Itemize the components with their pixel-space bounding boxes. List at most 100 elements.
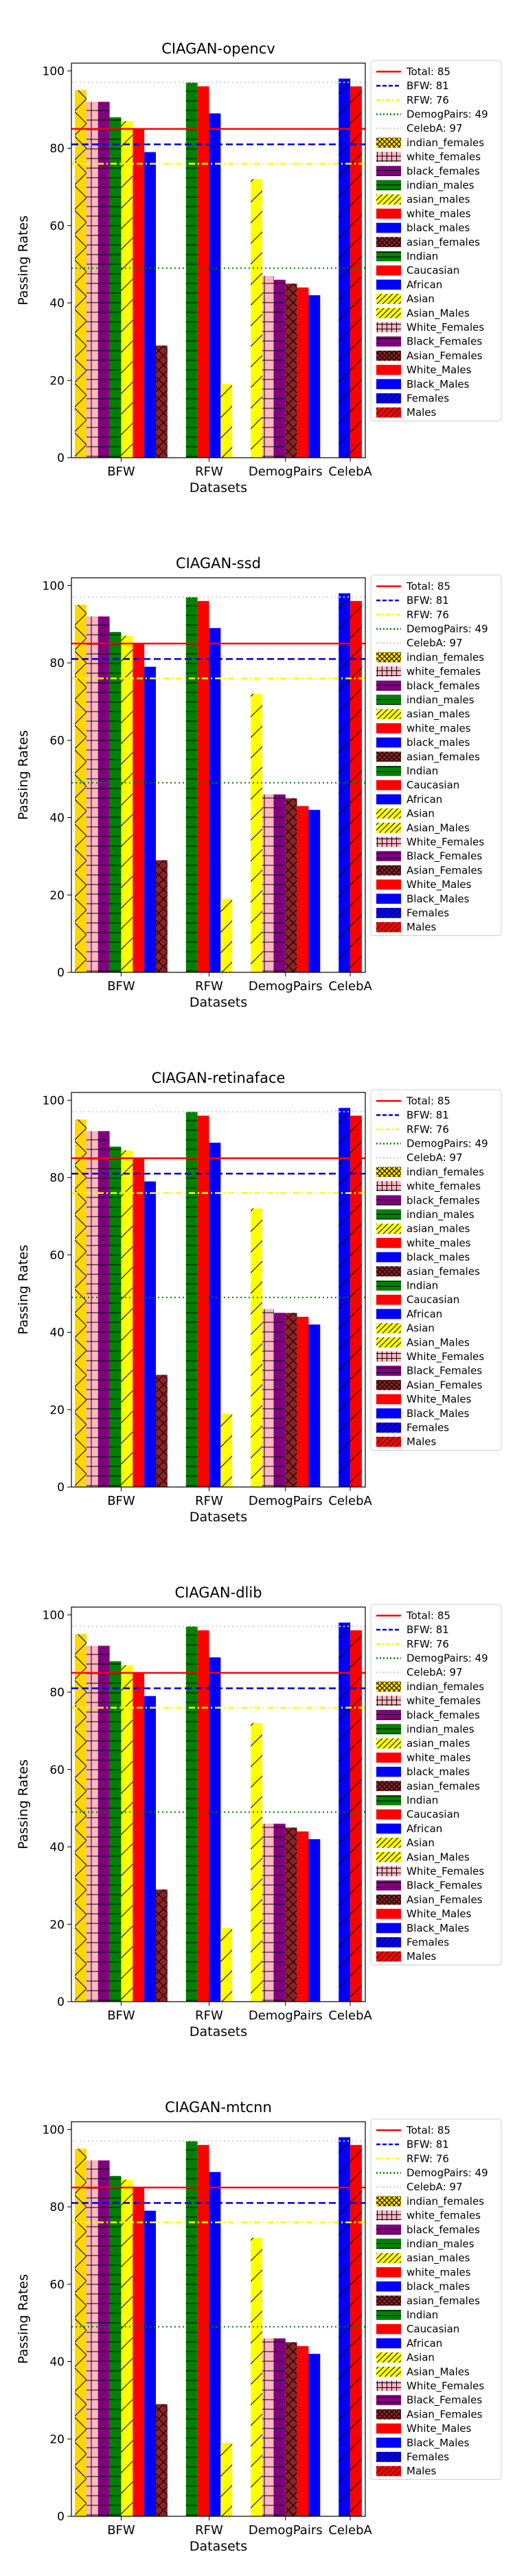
- legend-label-celeba-97: CelebA: 97: [407, 637, 463, 649]
- legend-swatch-hatch-indian: [376, 1795, 401, 1805]
- legend-swatch-hatch-males: [376, 1436, 401, 1447]
- bar-white-males: [297, 2345, 309, 2516]
- legend-label-black-females: black_females: [407, 2223, 480, 2236]
- legend-swatch-hatch-asian-females: [376, 2409, 401, 2420]
- legend-label-males: Males: [407, 406, 437, 419]
- legend-label-indian: Indian: [407, 1794, 438, 1806]
- legend-swatch-hatch-black-females: [376, 1880, 401, 1890]
- legend-swatch-hatch-asian-females: [376, 1380, 401, 1390]
- legend-label-indian-females: indian_females: [407, 137, 484, 150]
- legend-label-black-males: Black_Males: [407, 1922, 470, 1935]
- bar-hatch-black-females: [98, 1131, 110, 1487]
- legend-swatch-black-males: [376, 1408, 401, 1419]
- legend-swatch-hatch-asian: [376, 1323, 401, 1333]
- legend-swatch-hatch-indian: [376, 2310, 401, 2320]
- legend-label-asian-females: asian_females: [407, 1780, 480, 1793]
- legend-swatch-hatch-asian: [376, 2352, 401, 2363]
- legend-label-indian: Indian: [407, 1279, 438, 1291]
- x-tick-label-demogpairs: DemogPairs: [249, 1494, 323, 1508]
- legend-label-females: Females: [407, 392, 449, 404]
- legend-swatch-hatch-males: [376, 407, 401, 418]
- legend-label-females: Females: [407, 906, 449, 919]
- legend-label-rfw-76: RFW: 76: [407, 1123, 449, 1136]
- legend-label-african: African: [407, 2337, 442, 2350]
- x-tick-label-celeba: CelebA: [328, 2523, 372, 2538]
- legend-swatch-hatch-indian-males: [376, 2238, 401, 2249]
- legend-box: [370, 60, 502, 421]
- bar-hatch-indian: [185, 2141, 198, 2516]
- legend-swatch-caucasian: [376, 780, 401, 791]
- legend-label-bfw-81: BFW: 81: [407, 1624, 449, 1636]
- bar-black-males: [144, 2210, 157, 2516]
- legend-label-asian-males: asian_males: [407, 194, 470, 207]
- bar-white-males: [133, 1672, 145, 2002]
- legend-label-asian-females: asian_females: [407, 751, 480, 764]
- bar-hatch-white-females: [86, 1646, 98, 2002]
- bar-black-males: [308, 1324, 321, 1487]
- bar-caucasian: [197, 1115, 209, 1487]
- bar-hatch-indian-females: [75, 2148, 87, 2516]
- x-axis-label: Datasets: [190, 2539, 247, 2554]
- legend-swatch-black-males: [376, 2437, 401, 2448]
- x-tick-label-bfw: BFW: [107, 465, 135, 479]
- legend-label-asian: Asian: [407, 293, 435, 305]
- bar-hatch-asian: [220, 1413, 233, 1487]
- bar-caucasian: [197, 86, 209, 458]
- legend-label-bfw-81: BFW: 81: [407, 1109, 449, 1121]
- legend-swatch-hatch-asian-females: [376, 2295, 401, 2306]
- legend-swatch-hatch-asian-females: [376, 1781, 401, 1792]
- x-tick-label-celeba: CelebA: [328, 979, 372, 994]
- legend-swatch-black-males: [376, 2281, 401, 2292]
- chart-panel-ciagan-mtcnn: CIAGAN-mtcnn 0 20 40 60 80 100 BFW RFW DemogPairs…: [16, 2099, 502, 2554]
- legend-swatch-hatch-indian-males: [376, 1724, 401, 1735]
- x-axis-label: Datasets: [190, 480, 247, 495]
- x-axis-label: Datasets: [190, 1510, 247, 1525]
- y-axis-label: Passing Rates: [16, 1245, 31, 1335]
- legend-label-black-males: black_males: [407, 2280, 470, 2293]
- legend-label-asian: Asian: [407, 808, 435, 820]
- legend-swatch-white-males: [376, 1908, 401, 1919]
- legend-label-asian-males: Asian_Males: [407, 821, 470, 834]
- x-tick-label-demogpairs: DemogPairs: [249, 2009, 323, 2023]
- legend-label-african: African: [407, 793, 442, 806]
- legend-label-black-males: black_males: [407, 1251, 470, 1264]
- legend-box: [370, 574, 502, 936]
- y-tick-label: 0: [57, 1995, 65, 2009]
- legend-swatch-hatch-white-females: [376, 1181, 401, 1191]
- legend-label-white-females: white_females: [407, 2210, 481, 2223]
- legend-swatch-black-males: [376, 379, 401, 390]
- legend-swatch-hatch-black-females: [376, 1366, 401, 1376]
- legend-label-black-males: black_males: [407, 736, 470, 749]
- legend-swatch-hatch-indian-males: [376, 694, 401, 705]
- legend-label-asian-females: Asian_Females: [407, 349, 483, 362]
- legend-label-bfw-81: BFW: 81: [407, 2138, 449, 2151]
- legend-label-black-males: Black_Males: [407, 378, 470, 391]
- bar-hatch-asian-females: [156, 1889, 168, 2002]
- legend-label-white-females: white_females: [407, 1180, 481, 1193]
- y-axis-label: Passing Rates: [16, 2274, 31, 2364]
- legend-swatch-white-males: [376, 2423, 401, 2434]
- plot-frame: [71, 62, 366, 458]
- legend-label-males: Males: [407, 2465, 437, 2477]
- legend-swatch-black-males: [376, 1252, 401, 1263]
- legend-swatch-hatch-indian: [376, 766, 401, 776]
- bar-hatch-indian-males: [109, 2175, 122, 2516]
- chart-panel-ciagan-dlib: CIAGAN-dlib 0 20 40 60 80 100 BFW RFW DemogPairs C…: [16, 1584, 502, 2039]
- legend-swatch-hatch-black-females: [376, 1709, 401, 1720]
- legend-swatch-hatch-white-females: [376, 152, 401, 162]
- legend-swatch-hatch-indian: [376, 1280, 401, 1291]
- legend-swatch-hatch-asian: [376, 1838, 401, 1848]
- legend-swatch-caucasian: [376, 2323, 401, 2334]
- legend-label-white-males: white_males: [407, 1751, 471, 1764]
- legend-label-asian-females: asian_females: [407, 1265, 480, 1278]
- legend-swatch-hatch-black-females: [376, 680, 401, 691]
- legend-swatch-hatch-males: [376, 1951, 401, 1962]
- legend-swatch-white-males: [376, 1238, 401, 1248]
- legend-label-asian-males: asian_males: [407, 2252, 470, 2265]
- legend-swatch-white-males: [376, 879, 401, 890]
- legend-label-black-males: black_males: [407, 222, 470, 235]
- bar-hatch-males: [350, 600, 362, 972]
- legend-label-indian-males: indian_males: [407, 1208, 474, 1221]
- legend-label-caucasian: Caucasian: [407, 2323, 459, 2335]
